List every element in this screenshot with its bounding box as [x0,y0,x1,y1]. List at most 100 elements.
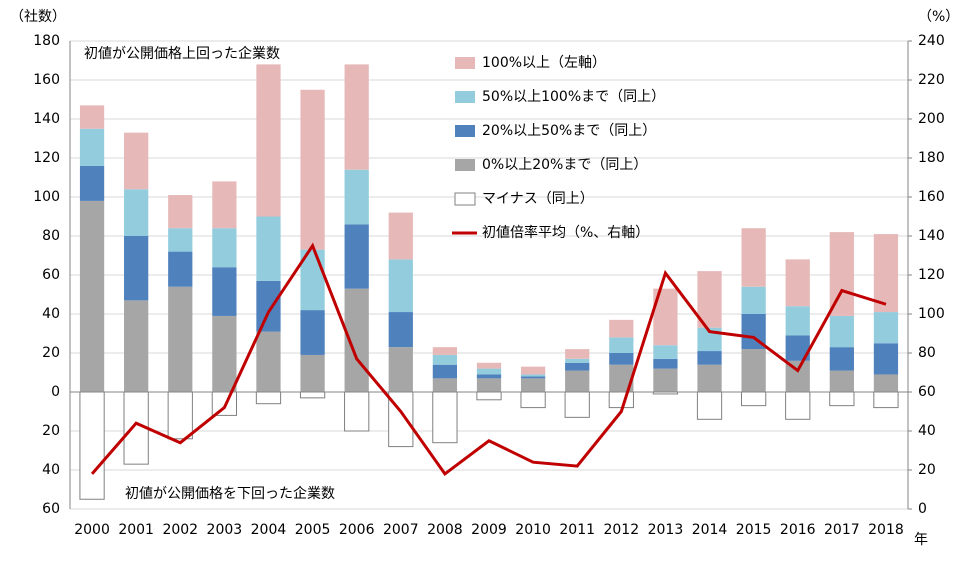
bar [476,391,502,401]
x-tick-label: 2010 [515,522,551,538]
x-tick-label: 2015 [736,522,772,538]
bar [476,374,502,379]
bar [829,315,854,348]
bar [79,105,105,129]
x-tick-label: 2003 [207,522,243,538]
bar [124,132,149,190]
y-tick-label: 120 [33,150,60,166]
y2-tick-label: 140 [918,228,945,244]
bar [741,391,767,407]
bar [124,300,149,392]
y2-tick-label: 0 [918,501,927,517]
bar [476,378,502,392]
x-tick-label: 2008 [427,522,463,538]
y-tick-label: 160 [33,72,60,88]
bar [785,259,810,307]
y-tick-label: 60 [42,267,60,283]
bar [344,169,369,225]
y2-tick-label: 80 [918,345,936,361]
y-tick-label: 180 [33,33,60,49]
bar [212,267,237,316]
bar [300,89,325,250]
x-tick-label: 2012 [603,522,639,538]
bar [565,362,590,371]
y2-tick-label: 20 [918,462,936,478]
y-axis-label: （社数） [10,9,66,25]
bar [432,364,458,379]
bar [256,280,281,332]
bar [256,216,281,281]
bar [520,391,546,409]
x-tick-label: 2017 [824,522,860,538]
annotation: 初値が公開価格を下回った企業数 [125,485,335,502]
bar [520,366,546,375]
bar [432,378,458,392]
bar [168,251,193,287]
legend-swatch [455,57,475,69]
bar [168,286,193,392]
y-tick-label: 20 [42,423,60,439]
bar [785,306,810,336]
x-tick-label: 2011 [559,522,595,538]
bar [168,195,193,229]
y-tick-label: 40 [42,306,60,322]
bar [432,354,458,365]
bar [873,234,899,313]
bar [79,128,105,166]
bar [124,189,149,236]
x-tick-label: 2016 [780,522,816,538]
bar [299,391,326,399]
bar [255,391,282,405]
y-tick-label: 140 [33,111,60,127]
legend-label: 100%以上（左軸） [482,55,606,71]
bar [388,312,413,348]
bar [344,64,369,170]
bar [565,358,590,363]
bar [476,362,502,369]
bar [609,337,634,353]
bar [520,374,546,377]
bar [873,312,899,344]
x-tick-label: 2005 [295,522,331,538]
legend-swatch [455,91,475,103]
bar [564,391,590,418]
bar [79,391,105,500]
x-axis-label: 年 [914,532,928,548]
bar [741,286,766,314]
y-tick-label: 20 [42,345,60,361]
bar [79,200,105,392]
bar [256,64,281,217]
bar [79,165,105,201]
bar [697,351,722,365]
y-tick-label: 80 [42,228,60,244]
y-tick-label: 60 [42,501,60,517]
bar [873,343,899,375]
x-tick-label: 2013 [648,522,684,538]
bar [829,370,854,392]
bar [609,353,634,365]
legend-label: 0%以上20%まで（同上） [482,157,647,173]
x-tick-label: 2002 [162,522,198,538]
y2-tick-label: 180 [918,150,945,166]
bar [873,391,899,409]
bar [829,347,854,371]
y2-tick-label: 120 [918,267,945,283]
y2-tick-label: 200 [918,111,945,127]
x-tick-label: 2004 [251,522,287,538]
x-tick-label: 2009 [471,522,507,538]
x-tick-label: 2001 [118,522,154,538]
bar [697,364,722,392]
bar [388,259,413,313]
legend-label: 初値倍率平均（%、右軸） [482,224,649,241]
legend-swatch [455,159,475,171]
bar [741,228,766,287]
bar [873,374,899,392]
y2-tick-label: 100 [918,306,945,322]
bar [300,310,325,355]
y2-tick-label: 240 [918,33,945,49]
x-tick-label: 2000 [74,522,110,538]
bar [608,391,634,409]
y2-tick-label: 60 [918,384,936,400]
bar [653,358,678,369]
